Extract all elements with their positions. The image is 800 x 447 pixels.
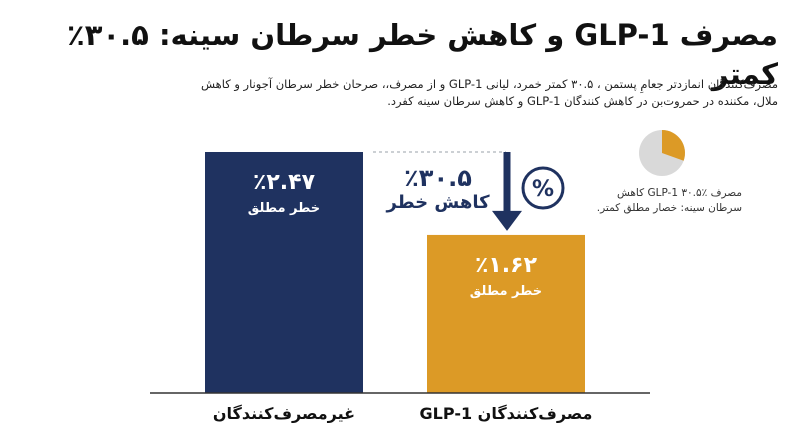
annotation-text: کاهش خطر [385, 192, 490, 213]
page-title: مصرف GLP-1 و کاهش خطر سرطان سینه: ۳۰.۵٪ … [67, 18, 778, 92]
pie-caption: مصرف GLP-1 ۳۰.۵٪ کاهش سرطان سینه: خصار م… [596, 187, 742, 214]
percent-icon [521, 166, 565, 210]
reduction-arrow-head [492, 210, 522, 231]
percent-glyph: % [532, 177, 554, 202]
page-subtitle: مصرف‌کنندگان انمازدتر جعامِ پستمن ، ۳۰.۵… [200, 77, 778, 108]
bar-sublabel: خطر مطلق [248, 201, 320, 216]
bar-value-label: ٪۲.۴۷ [253, 170, 316, 195]
bar [427, 234, 585, 393]
pie-slice-reduction [662, 130, 685, 161]
annotation-value: ٪۳۰.۵ [404, 164, 472, 192]
category-label: غیرمصرف‌کنندگان [213, 404, 355, 423]
bar-value-label: ٪۱.۶۲ [475, 253, 538, 278]
bar-sublabel: خطر مطلق [470, 284, 542, 299]
category-label: مصرف‌کنندگان GLP-1 [420, 404, 593, 423]
bar [205, 152, 363, 393]
